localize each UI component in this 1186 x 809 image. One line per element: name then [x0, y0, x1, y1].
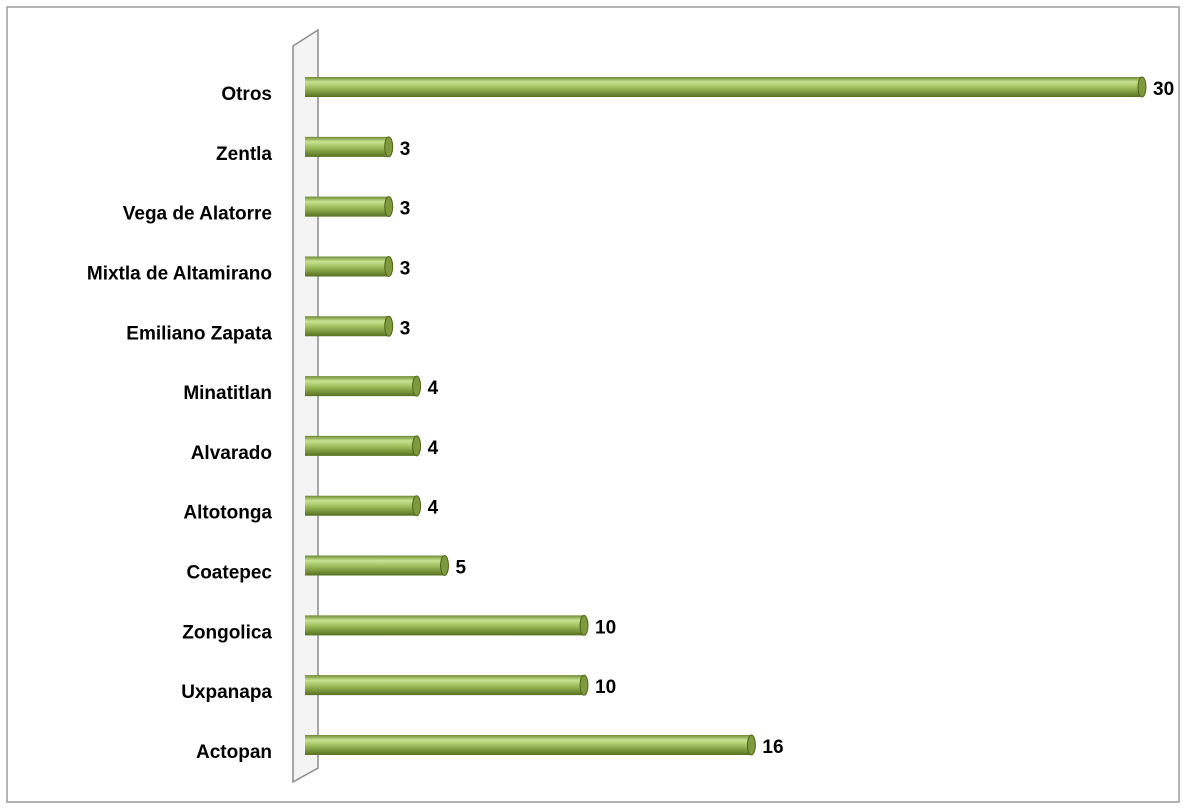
- y-tick-label: Minatitlan: [183, 383, 272, 404]
- y-tick-label: Coatepec: [186, 563, 272, 584]
- bar: [305, 734, 756, 756]
- bar-body: [305, 555, 445, 576]
- data-label: 10: [595, 677, 616, 698]
- data-label: 10: [595, 617, 616, 638]
- y-tick-label: Actopan: [196, 742, 272, 763]
- bar-body: [305, 376, 417, 397]
- data-label: 3: [400, 139, 411, 160]
- bar-body: [305, 77, 1142, 97]
- bar: [305, 76, 1147, 98]
- bar-cap: [412, 495, 422, 517]
- bar: [305, 196, 394, 218]
- bar-body: [305, 256, 389, 277]
- y-tick-label: Zongolica: [182, 622, 272, 643]
- data-label: 4: [428, 378, 439, 399]
- bar: [305, 614, 589, 636]
- bar-body: [305, 435, 417, 456]
- bar-cap: [579, 614, 589, 636]
- plot: Otros 30 Zentla 3 Vega de Alatorre 3 Mixtla de…: [87, 76, 1174, 763]
- bar-body: [305, 316, 389, 337]
- data-label: 3: [400, 318, 411, 339]
- bar-cap: [412, 375, 422, 397]
- bar-body: [305, 735, 752, 755]
- data-label: 4: [428, 438, 439, 459]
- y-tick-label: Uxpanapa: [181, 682, 272, 703]
- bar-cap: [384, 196, 394, 218]
- bar: [305, 495, 422, 517]
- y-tick-label: Alvarado: [191, 443, 272, 464]
- data-label: 5: [456, 558, 467, 579]
- y-tick-label: Otros: [221, 84, 272, 105]
- bar: [305, 255, 394, 277]
- bar: [305, 136, 394, 158]
- data-label: 16: [762, 737, 783, 758]
- bar: [305, 435, 422, 457]
- bar-body: [305, 196, 389, 217]
- data-label: 4: [428, 498, 439, 519]
- bar-cap: [440, 555, 449, 577]
- bar: [305, 674, 589, 696]
- y-tick-label: Emiliano Zapata: [126, 323, 272, 344]
- y-tick-label: Zentla: [216, 144, 272, 165]
- bar: [305, 555, 449, 577]
- bar: [305, 315, 394, 337]
- bar-cap: [412, 435, 422, 457]
- bar-body: [305, 136, 389, 157]
- bar-cap: [746, 734, 756, 756]
- data-label: 3: [400, 258, 411, 279]
- back-wall: [292, 28, 319, 784]
- chart-frame: [6, 6, 1180, 803]
- data-label: 3: [400, 199, 411, 220]
- y-tick-label: Altotonga: [183, 503, 272, 524]
- bar-cap: [1137, 76, 1147, 98]
- data-label: 30: [1153, 79, 1174, 100]
- y-tick-label: Mixtla de Altamirano: [87, 263, 272, 284]
- bar-body: [305, 675, 584, 696]
- bar-cap: [384, 315, 394, 337]
- bar-body: [305, 495, 417, 516]
- bar-body: [305, 615, 584, 636]
- bar: [305, 375, 422, 397]
- bar-cap: [384, 255, 394, 277]
- bar-cap: [384, 136, 394, 158]
- bar-cap: [579, 674, 589, 696]
- y-tick-label: Vega de Alatorre: [123, 204, 272, 225]
